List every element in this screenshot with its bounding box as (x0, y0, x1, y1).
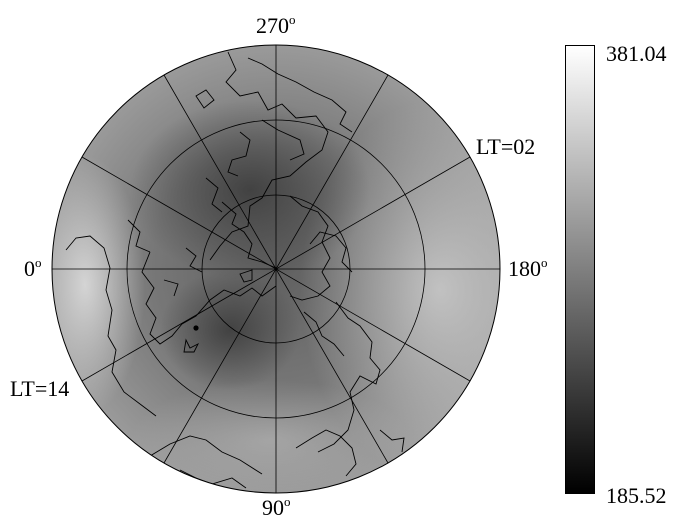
grid-lines (52, 45, 500, 493)
degree-symbol: o (35, 255, 42, 270)
station-marker (193, 325, 199, 331)
coastlines (65, 51, 405, 489)
local-time-label-14: LT=14 (10, 376, 70, 401)
longitude-value-90: 90 (262, 495, 284, 520)
colorbar-min-label: 185.52 (606, 483, 667, 508)
map-boundary (51, 44, 501, 494)
degree-symbol: o (289, 12, 296, 27)
longitude-label-180: 180o (508, 255, 548, 281)
local-time-label-02: LT=02 (476, 134, 536, 159)
longitude-label-90: 90o (262, 494, 291, 520)
shading-field (52, 45, 500, 493)
degree-symbol: o (284, 494, 291, 509)
degree-symbol: o (541, 255, 548, 270)
longitude-value-180: 180 (508, 256, 541, 281)
longitude-value-270: 270 (256, 13, 289, 38)
colorbar (565, 45, 595, 494)
colorbar-max-label: 381.04 (606, 41, 667, 66)
longitude-value-0: 0 (24, 256, 35, 281)
longitude-label-0: 0o (24, 255, 42, 281)
longitude-label-270: 270o (256, 12, 296, 38)
